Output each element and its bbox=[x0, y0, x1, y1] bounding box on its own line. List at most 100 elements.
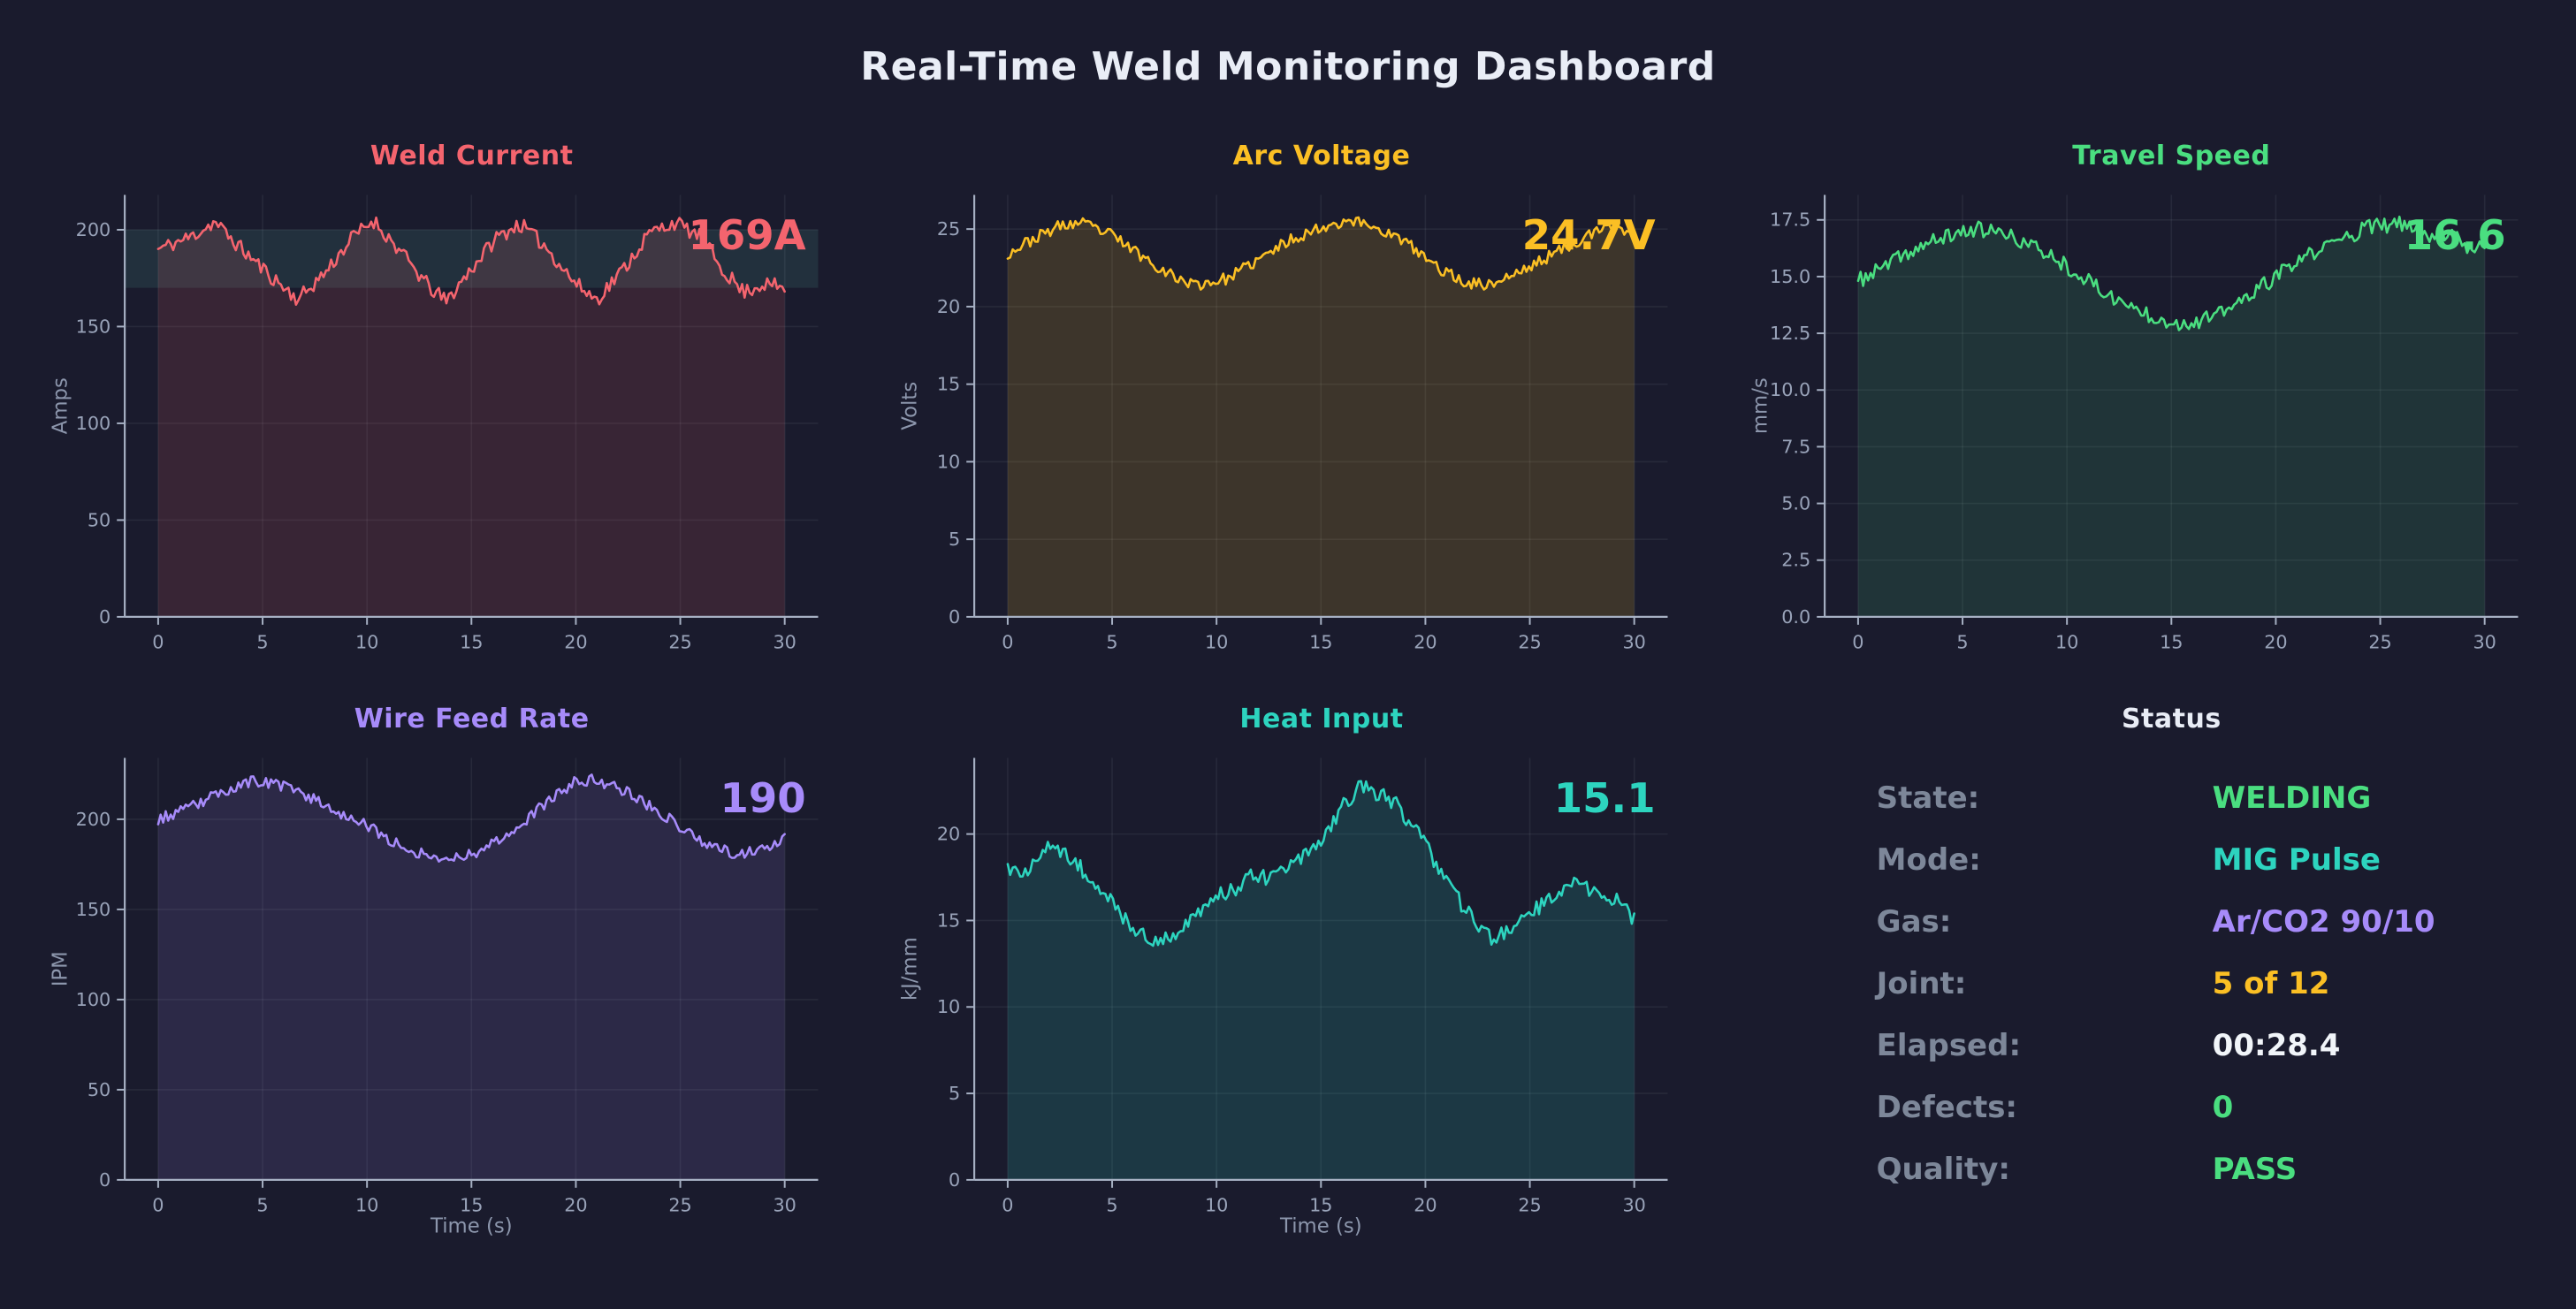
weld-current-panel: Weld Current 0 5 10 15 20 25 30 0 50 100 150 200 Amp… bbox=[44, 141, 832, 674]
page-title: Real-Time Weld Monitoring Dashboard bbox=[860, 44, 1716, 89]
current-value-label: 190 bbox=[720, 774, 805, 822]
x-tick-label: 25 bbox=[2368, 632, 2391, 653]
x-tick-label: 25 bbox=[668, 1195, 691, 1216]
arc-voltage-chart: 0 5 10 15 20 25 30 0 5 10 15 20 25 Volts 24.7V bbox=[899, 194, 1668, 653]
x-tick-label: 30 bbox=[1623, 1195, 1646, 1216]
status-row-joint: Joint: 5 of 12 bbox=[1877, 966, 2532, 1001]
x-tick-label: 5 bbox=[1956, 632, 1968, 653]
arc-voltage-panel: Arc Voltage 0 5 10 15 20 25 30 0 5 10 15 20 25 Volts 2… bbox=[894, 141, 1681, 674]
y-axis-unit-label: kJ/mm bbox=[899, 937, 922, 1001]
y-tick-label: 200 bbox=[76, 809, 111, 830]
status-panel: Status State: WELDING Mode: MIG Pulse Ga… bbox=[1744, 704, 2532, 1237]
x-tick-label: 15 bbox=[460, 632, 483, 653]
x-tick-label: 10 bbox=[2055, 632, 2078, 653]
status-label-mode: Mode: bbox=[1876, 842, 1981, 878]
x-tick-label: 5 bbox=[256, 1195, 268, 1216]
y-tick-label: 17.5 bbox=[1770, 209, 1810, 231]
y-tick-label: 10 bbox=[937, 996, 960, 1017]
x-axis-label: Time (s) bbox=[1279, 1214, 1362, 1237]
current-value-label: 16.6 bbox=[2404, 211, 2505, 259]
x-tick-label: 10 bbox=[1205, 632, 1228, 653]
travel-speed-chart: 0 5 10 15 20 25 30 0.0 2.5 5.0 7.5 10.0 12.5 15.0 17.5… bbox=[1749, 194, 2519, 653]
weld-current-chart: 0 5 10 15 20 25 30 0 50 100 150 200 Amps 169A bbox=[50, 194, 819, 653]
wire-feed-rate-panel: Wire Feed Rate 0 5 10 15 20 25 30 0 50 100 150 200 I… bbox=[44, 704, 832, 1237]
status-value-defects: 0 bbox=[2212, 1090, 2234, 1125]
status-value-gas: Ar/CO2 90/10 bbox=[2212, 904, 2435, 940]
y-tick-label: 0 bbox=[949, 1169, 960, 1191]
y-tick-label: 5 bbox=[949, 1083, 960, 1104]
weld-current-title: Weld Current bbox=[370, 141, 574, 171]
y-tick-label: 0.0 bbox=[1781, 606, 1810, 628]
x-tick-label: 20 bbox=[1414, 632, 1437, 653]
series-line bbox=[1856, 215, 2486, 331]
current-value-label: 15.1 bbox=[1554, 774, 1656, 822]
y-tick-label: 150 bbox=[76, 316, 111, 337]
y-tick-label: 50 bbox=[88, 1079, 111, 1100]
y-tick-label: 15 bbox=[937, 909, 960, 931]
y-tick-label: 200 bbox=[76, 219, 111, 240]
x-tick-label: 10 bbox=[1205, 1195, 1228, 1216]
x-tick-label: 15 bbox=[1309, 632, 1332, 653]
y-tick-label: 0 bbox=[99, 606, 111, 628]
heat-input-title: Heat Input bbox=[1239, 704, 1404, 734]
series-area-fill bbox=[157, 774, 785, 1180]
status-value-quality: PASS bbox=[2212, 1152, 2298, 1187]
y-tick-label: 100 bbox=[76, 989, 111, 1010]
x-tick-label: 20 bbox=[2264, 632, 2287, 653]
status-value-elapsed: 00:28.4 bbox=[2212, 1028, 2341, 1063]
x-tick-label: 0 bbox=[1852, 632, 1863, 653]
status-title: Status bbox=[2121, 704, 2222, 734]
y-axis-unit-label: Amps bbox=[50, 377, 72, 434]
y-tick-label: 25 bbox=[937, 218, 960, 240]
x-tick-label: 5 bbox=[1107, 632, 1118, 653]
series-line bbox=[156, 773, 786, 863]
x-tick-label: 20 bbox=[564, 1195, 587, 1216]
series-area-fill bbox=[157, 217, 785, 617]
status-label-joint: Joint: bbox=[1876, 966, 1967, 1001]
status-value-state: WELDING bbox=[2212, 780, 2372, 816]
x-tick-label: 15 bbox=[1309, 1195, 1332, 1216]
x-tick-label: 20 bbox=[564, 632, 587, 653]
status-row-mode: Mode: MIG Pulse bbox=[1877, 842, 2532, 878]
x-axis-label: Time (s) bbox=[430, 1214, 513, 1237]
status-label-quality: Quality: bbox=[1876, 1152, 2011, 1187]
y-tick-label: 50 bbox=[88, 509, 111, 530]
x-tick-label: 15 bbox=[2160, 632, 2183, 653]
series-area-fill bbox=[1857, 217, 2485, 617]
series-area-fill bbox=[1008, 217, 1635, 617]
y-tick-label: 15 bbox=[937, 374, 960, 395]
current-value-label: 169A bbox=[688, 211, 805, 259]
status-rows: State: WELDING Mode: MIG Pulse Gas: Ar/C… bbox=[1744, 780, 2532, 1187]
travel-speed-title: Travel Speed bbox=[2072, 141, 2271, 171]
status-row-state: State: WELDING bbox=[1877, 780, 2532, 816]
x-tick-label: 0 bbox=[152, 1195, 164, 1216]
x-tick-label: 25 bbox=[668, 632, 691, 653]
x-tick-label: 30 bbox=[773, 632, 796, 653]
x-tick-label: 30 bbox=[2473, 632, 2496, 653]
series-line bbox=[1006, 216, 1636, 291]
y-tick-label: 7.5 bbox=[1781, 436, 1810, 457]
status-row-gas: Gas: Ar/CO2 90/10 bbox=[1877, 904, 2532, 940]
x-tick-label: 30 bbox=[1623, 632, 1646, 653]
x-tick-label: 0 bbox=[1002, 632, 1014, 653]
x-tick-label: 0 bbox=[152, 632, 164, 653]
x-tick-label: 25 bbox=[1519, 1195, 1542, 1216]
x-tick-label: 20 bbox=[1414, 1195, 1437, 1216]
x-tick-label: 10 bbox=[355, 1195, 378, 1216]
wire-feed-rate-title: Wire Feed Rate bbox=[354, 704, 590, 734]
charts-grid: Weld Current 0 5 10 15 20 25 30 0 50 100 150 200 Amp… bbox=[44, 141, 2532, 1237]
status-label-elapsed: Elapsed: bbox=[1876, 1028, 2022, 1063]
y-tick-label: 5 bbox=[949, 529, 960, 550]
current-value-label: 24.7V bbox=[1522, 211, 1656, 259]
status-row-quality: Quality: PASS bbox=[1877, 1152, 2532, 1187]
y-tick-label: 20 bbox=[937, 824, 960, 845]
arc-voltage-title: Arc Voltage bbox=[1232, 141, 1411, 171]
x-tick-label: 5 bbox=[256, 632, 268, 653]
y-axis-unit-label: IPM bbox=[50, 951, 72, 986]
travel-speed-panel: Travel Speed 0 5 10 15 20 25 30 0.0 2.5 5.0 7.5 10.… bbox=[1744, 141, 2532, 674]
y-tick-label: 100 bbox=[76, 413, 111, 434]
heat-input-panel: Heat Input 0 5 10 15 20 25 30 0 5 10 15 20 kJ/mm Time… bbox=[894, 704, 1681, 1237]
y-tick-label: 0 bbox=[99, 1169, 111, 1191]
x-tick-label: 30 bbox=[773, 1195, 796, 1216]
y-tick-label: 20 bbox=[937, 296, 960, 317]
